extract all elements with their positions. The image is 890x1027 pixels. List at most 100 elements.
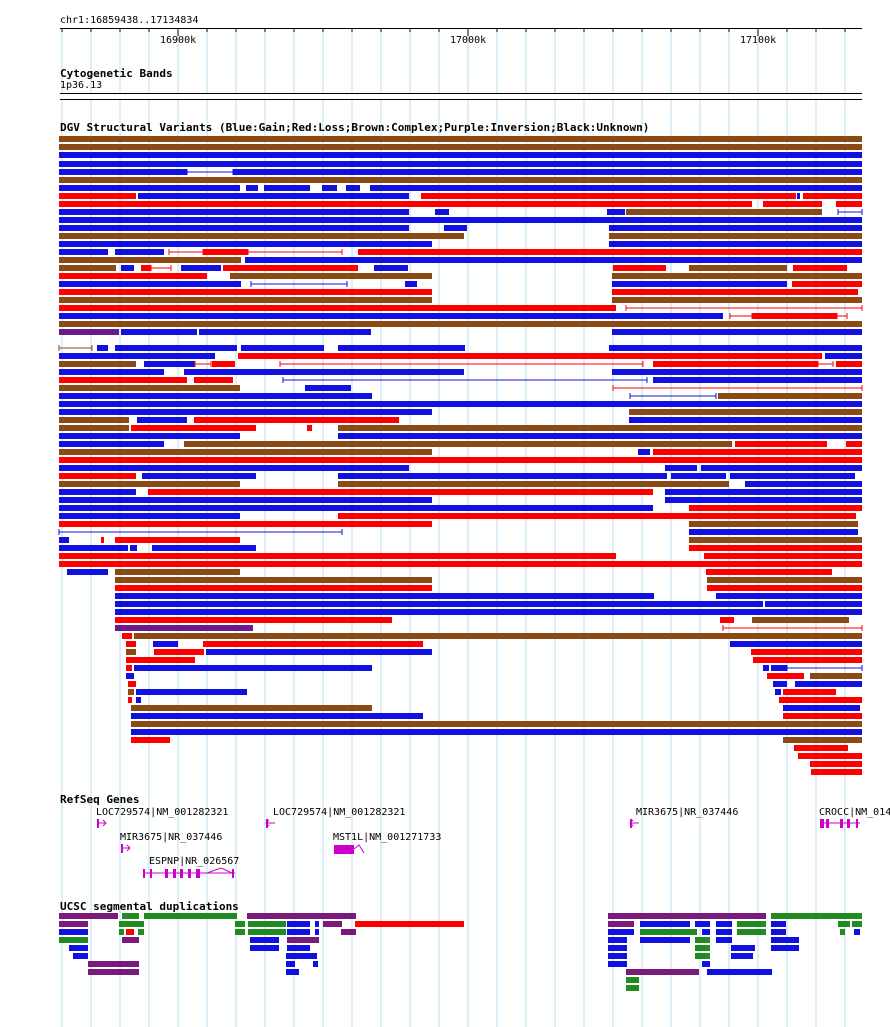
structural-variant[interactable]	[735, 441, 827, 447]
structural-variant[interactable]	[136, 689, 247, 695]
structural-variant[interactable]	[115, 537, 240, 543]
structural-variant[interactable]	[689, 529, 858, 535]
segmental-duplication[interactable]	[716, 921, 732, 927]
structural-variant[interactable]	[59, 161, 862, 167]
structural-variant[interactable]	[115, 585, 432, 591]
gene-crocc-exon[interactable]	[826, 819, 829, 828]
segmental-duplication[interactable]	[250, 945, 279, 951]
structural-variant[interactable]	[131, 705, 372, 711]
structural-variant[interactable]	[689, 537, 862, 543]
structural-variant[interactable]	[374, 265, 408, 271]
structural-variant[interactable]	[131, 713, 423, 719]
structural-variant[interactable]	[752, 617, 849, 623]
segmental-duplication[interactable]	[69, 945, 88, 951]
structural-variant[interactable]	[126, 641, 136, 647]
structural-variant[interactable]	[751, 649, 862, 655]
structural-variant[interactable]	[810, 673, 862, 679]
structural-variant[interactable]	[609, 241, 862, 247]
structural-variant[interactable]	[154, 649, 204, 655]
structural-variant[interactable]	[338, 481, 729, 487]
segmental-duplication[interactable]	[315, 929, 319, 935]
structural-variant[interactable]	[115, 577, 432, 583]
gene-espnp-exon[interactable]	[180, 869, 183, 878]
segmental-duplication[interactable]	[695, 953, 710, 959]
structural-variant[interactable]	[753, 657, 862, 663]
structural-variant[interactable]	[59, 441, 164, 447]
structural-variant[interactable]	[653, 377, 862, 383]
structural-variant[interactable]	[612, 329, 862, 335]
segmental-duplication[interactable]	[695, 937, 710, 943]
structural-variant[interactable]	[435, 209, 449, 215]
structural-variant[interactable]	[126, 673, 134, 679]
structural-variant[interactable]	[338, 513, 856, 519]
segmental-duplication[interactable]	[702, 929, 710, 935]
segmental-duplication[interactable]	[626, 985, 639, 991]
gene-label-mir3675-b[interactable]: MIR3675|NR_037446	[636, 807, 739, 818]
structural-variant[interactable]	[59, 473, 136, 479]
gene-espnp-exon[interactable]	[165, 869, 168, 878]
structural-variant[interactable]	[665, 497, 862, 503]
gene-mir3675-a-exon[interactable]	[121, 844, 123, 853]
structural-variant[interactable]	[131, 721, 862, 727]
structural-variant[interactable]	[689, 505, 862, 511]
segmental-duplication[interactable]	[59, 929, 88, 935]
structural-variant[interactable]	[131, 737, 170, 743]
segmental-duplication[interactable]	[88, 961, 139, 967]
structural-variant[interactable]	[689, 521, 858, 527]
segmental-duplication[interactable]	[122, 913, 139, 919]
structural-variant[interactable]	[716, 593, 862, 599]
structural-variant[interactable]	[783, 689, 836, 695]
structural-variant[interactable]	[629, 409, 862, 415]
segmental-duplication[interactable]	[716, 929, 732, 935]
structural-variant[interactable]	[653, 361, 818, 367]
segmental-duplication[interactable]	[771, 913, 862, 919]
structural-variant[interactable]	[59, 257, 241, 263]
segmental-duplication[interactable]	[341, 929, 356, 935]
segmental-duplication[interactable]	[731, 953, 753, 959]
structural-variant[interactable]	[115, 593, 654, 599]
structural-variant[interactable]	[810, 761, 862, 767]
segmental-duplication[interactable]	[608, 945, 627, 951]
segmental-duplication[interactable]	[608, 929, 634, 935]
structural-variant[interactable]	[730, 473, 855, 479]
structural-variant[interactable]	[59, 289, 432, 295]
structural-variant[interactable]	[194, 417, 399, 423]
structural-variant[interactable]	[181, 265, 221, 271]
structural-variant[interactable]	[59, 377, 187, 383]
structural-variant[interactable]	[115, 601, 763, 607]
structural-variant[interactable]	[59, 177, 862, 183]
structural-variant[interactable]	[134, 633, 862, 639]
segmental-duplication[interactable]	[838, 921, 850, 927]
structural-variant[interactable]	[665, 489, 862, 495]
structural-variant[interactable]	[612, 289, 858, 295]
segmental-duplication[interactable]	[287, 929, 310, 935]
structural-variant[interactable]	[794, 745, 848, 751]
segmental-duplication[interactable]	[840, 929, 845, 935]
structural-variant[interactable]	[795, 681, 862, 687]
structural-variant[interactable]	[671, 473, 726, 479]
structural-variant[interactable]	[612, 369, 862, 375]
segmental-duplication[interactable]	[248, 921, 286, 927]
structural-variant[interactable]	[121, 265, 134, 271]
structural-variant[interactable]	[607, 209, 625, 215]
structural-variant[interactable]	[126, 657, 195, 663]
structural-variant[interactable]	[59, 513, 240, 519]
structural-variant[interactable]	[444, 225, 467, 231]
structural-variant[interactable]	[59, 489, 136, 495]
segmental-duplication[interactable]	[138, 929, 144, 935]
structural-variant[interactable]	[59, 193, 136, 199]
structural-variant[interactable]	[59, 152, 862, 158]
segmental-duplication[interactable]	[626, 977, 639, 983]
structural-variant[interactable]	[783, 705, 860, 711]
structural-variant[interactable]	[59, 209, 409, 215]
segmental-duplication[interactable]	[737, 929, 766, 935]
structural-variant[interactable]	[767, 673, 804, 679]
structural-variant[interactable]	[811, 769, 862, 775]
structural-variant[interactable]	[59, 353, 215, 359]
structural-variant[interactable]	[771, 665, 787, 671]
structural-variant[interactable]	[704, 553, 862, 559]
segmental-duplication[interactable]	[771, 945, 799, 951]
structural-variant[interactable]	[230, 273, 432, 279]
segmental-duplication[interactable]	[247, 913, 356, 919]
